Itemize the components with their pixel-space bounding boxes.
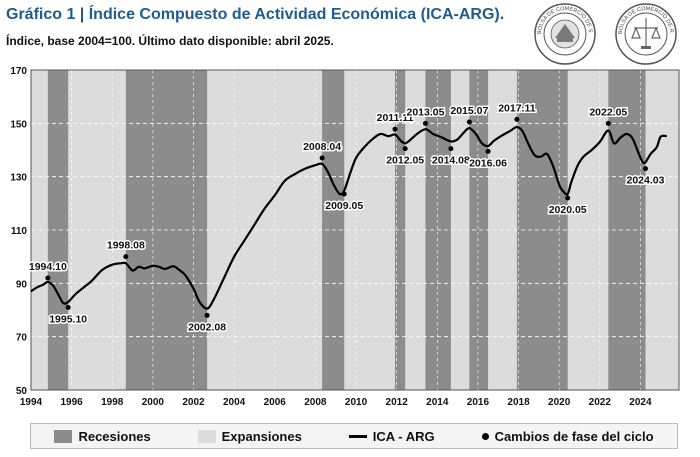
turning-point-label: 2024.03	[626, 175, 664, 187]
plot-frame	[30, 69, 680, 391]
x-tick-label: 2012	[386, 397, 409, 408]
y-tick-label: 50	[16, 386, 28, 397]
turning-point-label: 2022.05	[589, 106, 627, 118]
x-tick-label: 2014	[426, 397, 449, 408]
dot-swatch	[481, 432, 489, 440]
x-tick-label: 2008	[304, 397, 327, 408]
legend-turning-points: Cambios de fase del ciclo	[481, 428, 654, 444]
bolsa-santa-fe-logo: BOLSA DE COMERCIO DE SANTA FE	[533, 2, 596, 65]
turning-point-label: 1994.10	[29, 261, 67, 273]
x-tick-label: 2006	[264, 397, 287, 408]
legend-series-label: ICA - ARG	[372, 428, 435, 444]
x-tick-label: 2004	[223, 397, 246, 408]
y-tick-label: 150	[10, 119, 27, 130]
chart-title: Gráfico 1 | Índice Compuesto de Activida…	[6, 6, 505, 23]
recession-band-5	[469, 70, 489, 390]
legend: Recesiones Expansiones ICA - ARG Cambios…	[30, 423, 678, 449]
turning-point-marker	[565, 195, 571, 201]
chart-subtitle: Índice, base 2004=100. Último dato dispo…	[6, 34, 334, 48]
bolsa-rosario-logo: BOLSA DE COMERCIO DE ROSARIO	[614, 2, 677, 65]
turning-point-marker	[605, 120, 611, 126]
turning-point-marker	[319, 155, 325, 161]
turning-point-label: 2016.06	[469, 157, 507, 169]
turning-point-label: 2011.11	[377, 112, 414, 124]
turning-point-marker	[448, 146, 454, 152]
turning-point-marker	[642, 166, 648, 172]
turning-point-label: 2017.11	[498, 102, 536, 114]
turning-point-marker	[65, 304, 71, 310]
turning-point-label: 2012.05	[386, 155, 424, 167]
turning-point-marker	[402, 146, 408, 152]
y-tick-label: 110	[11, 226, 28, 237]
turning-point-marker	[422, 120, 428, 126]
y-tick-label: 170	[10, 66, 27, 77]
turning-point-label: 2015.07	[450, 105, 488, 117]
ica-arg-chart: 50 70 90 110 130 150 170 1994 1996 1998 2000 2002 20…	[10, 66, 680, 408]
x-tick-label: 2000	[142, 397, 165, 408]
line-swatch	[348, 434, 367, 438]
x-tick-label: 1998	[101, 397, 124, 408]
turning-point-label: 2020.05	[549, 204, 587, 216]
turning-point-marker	[45, 275, 51, 281]
turning-point-marker	[466, 119, 472, 125]
turning-point-label: 2009.05	[325, 200, 363, 212]
x-tick-label: 2002	[182, 397, 205, 408]
legend-recessions-label: Recesiones	[78, 428, 151, 444]
turning-point-label: 1998.08	[107, 240, 145, 252]
recession-band-3	[395, 70, 406, 390]
x-tick-label: 2022	[589, 397, 612, 408]
ica-arg-line-0	[30, 125, 667, 310]
turning-point-label: 2014.08	[432, 155, 470, 167]
x-tick-label: 1994	[20, 397, 43, 408]
turning-point-label: 2013.05	[407, 106, 445, 118]
turning-point-marker	[392, 126, 398, 132]
legend-expansions-label: Expansiones	[221, 428, 302, 444]
legend-recessions: Recesiones	[54, 428, 151, 444]
x-tick-label: 2016	[467, 397, 490, 408]
x-tick-label: 2010	[345, 397, 368, 408]
y-tick-label: 90	[16, 279, 28, 290]
x-tick-label: 2020	[548, 397, 571, 408]
x-tick-label: 1996	[61, 397, 84, 408]
turning-point-label: 2002.08	[188, 321, 226, 333]
legend-series: ICA - ARG	[348, 428, 435, 444]
expansion-swatch	[197, 429, 216, 443]
turning-point-marker	[341, 191, 347, 197]
turning-point-label: 1995.10	[49, 313, 87, 325]
x-tick-label: 2018	[507, 397, 530, 408]
y-tick-label: 70	[16, 333, 28, 344]
turning-point-marker	[204, 312, 210, 318]
legend-turning-points-label: Cambios de fase del ciclo	[494, 428, 654, 444]
turning-point-label: 2008.04	[303, 141, 341, 153]
recession-band-0	[47, 70, 69, 390]
turning-point-marker	[485, 148, 491, 154]
turning-point-marker	[123, 254, 129, 260]
x-tick-label: 2024	[629, 397, 652, 408]
legend-expansions: Expansiones	[197, 428, 302, 444]
y-tick-label: 130	[10, 173, 27, 184]
turning-point-marker	[514, 116, 520, 122]
recession-swatch	[54, 429, 73, 443]
